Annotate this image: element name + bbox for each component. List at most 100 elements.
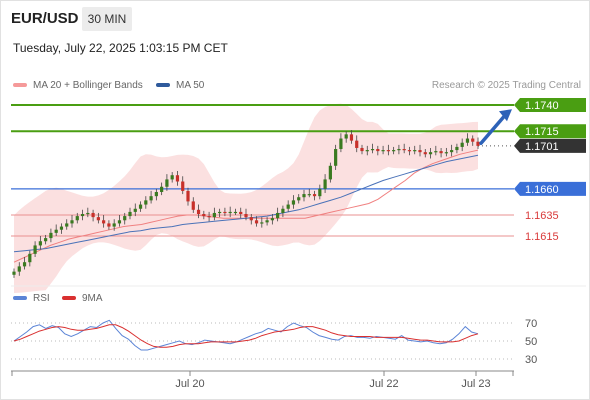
candle-body <box>423 152 427 155</box>
timestamp: Tuesday, July 22, 2025 1:03:15 PM CET <box>13 41 228 55</box>
price-tag-1.1715 <box>514 124 586 139</box>
bb-swatch <box>13 83 27 88</box>
candle-body <box>202 213 206 217</box>
candle-body <box>223 211 227 214</box>
ma50-swatch <box>156 83 170 88</box>
candle-body <box>117 220 122 224</box>
price-label-1.1635: 1.1635 <box>525 210 559 222</box>
candle-body <box>96 217 100 221</box>
candle-body <box>54 229 58 233</box>
candle-body <box>407 150 412 152</box>
timeframe-badge[interactable]: 30 MIN <box>82 7 132 31</box>
candle-body <box>170 175 174 180</box>
candle-body <box>291 200 296 205</box>
candle-body <box>112 223 116 227</box>
candle-body <box>244 213 248 218</box>
candle-body <box>402 149 406 151</box>
candle-body <box>450 150 454 153</box>
price-label-1.1660: 1.1660 <box>525 184 559 196</box>
x-tick-label: Jul 22 <box>369 378 398 390</box>
candle-body <box>471 138 475 142</box>
candle-body <box>144 200 148 205</box>
candle-body <box>365 150 369 152</box>
price-tag-1.1701 <box>514 138 586 153</box>
legend-9ma: 9MA <box>62 293 103 304</box>
candle-body <box>44 238 48 242</box>
price-label-1.1740: 1.1740 <box>525 100 559 112</box>
x-tick-label: Jul 20 <box>175 378 204 390</box>
candle-body <box>218 211 222 214</box>
candle-body <box>212 212 216 218</box>
candle-body <box>334 149 338 166</box>
candle-body <box>476 141 480 146</box>
candle-body <box>239 211 243 214</box>
candle-body <box>444 152 448 154</box>
instrument-title: EUR/USD <box>11 10 79 27</box>
candle-body <box>349 134 354 141</box>
candle-body <box>175 175 180 182</box>
candle-body <box>233 211 238 214</box>
price-label-1.1701: 1.1701 <box>525 141 559 153</box>
candle-body <box>302 194 306 198</box>
candle-body <box>376 149 380 152</box>
candle-body <box>196 209 201 214</box>
x-tick-label: Jul 23 <box>461 378 490 390</box>
candle-body <box>86 212 90 215</box>
candle-body <box>260 222 264 224</box>
ma50-label: MA 50 <box>176 80 205 91</box>
forecast-arrow-head <box>499 109 512 122</box>
ma9-label: 9MA <box>82 293 103 304</box>
candle-body <box>328 165 332 180</box>
rsi-tick-70: 70 <box>525 318 537 330</box>
candle-body <box>138 204 143 209</box>
candle-body <box>312 194 317 197</box>
candle-body <box>434 151 438 153</box>
candle-body <box>339 138 343 150</box>
candle-body <box>22 262 27 267</box>
candle-body <box>228 211 232 214</box>
candle-body <box>80 213 85 217</box>
candle-body <box>70 220 74 224</box>
candle-body <box>318 188 322 197</box>
candle-body <box>254 220 259 224</box>
candle-body <box>281 208 285 213</box>
candle-body <box>65 223 69 227</box>
candle-body <box>355 140 359 148</box>
candle-body <box>249 217 253 221</box>
candle-body <box>75 216 79 221</box>
candle-body <box>191 201 195 210</box>
candle-body <box>465 138 470 143</box>
price-label-1.1715: 1.1715 <box>525 126 559 138</box>
price-tag-1.1740 <box>514 98 586 112</box>
candles <box>12 130 480 278</box>
candle-body <box>128 211 132 217</box>
candle-body <box>160 186 164 192</box>
candle-body <box>297 197 301 201</box>
candle-body <box>49 232 53 239</box>
candle-body <box>286 204 290 209</box>
header: EUR/USD 30 MIN <box>0 0 590 38</box>
candle-body <box>186 190 190 202</box>
legend-rsi: RSI <box>13 293 50 304</box>
candle-body <box>149 196 153 201</box>
candle-body <box>207 216 211 218</box>
candle-body <box>154 191 158 197</box>
candle-body <box>323 179 327 189</box>
bb-label: MA 20 + Bollinger Bands <box>33 80 143 91</box>
candle-body <box>307 194 311 196</box>
candle-body <box>91 212 95 218</box>
price-tag-1.1660 <box>514 181 586 196</box>
forecast-arrow-shaft <box>479 112 508 146</box>
candle-body <box>276 212 280 219</box>
candle-body <box>428 152 433 155</box>
candle-body <box>181 181 185 191</box>
candle-body <box>460 142 464 147</box>
candle-body <box>107 223 111 227</box>
rsi-ma-line <box>13 324 479 348</box>
legend-ma50: MA 50 <box>156 80 204 91</box>
candle-body <box>270 218 274 221</box>
candle-body <box>28 253 32 263</box>
rsi-label: RSI <box>33 293 50 304</box>
candle-body <box>370 149 375 151</box>
